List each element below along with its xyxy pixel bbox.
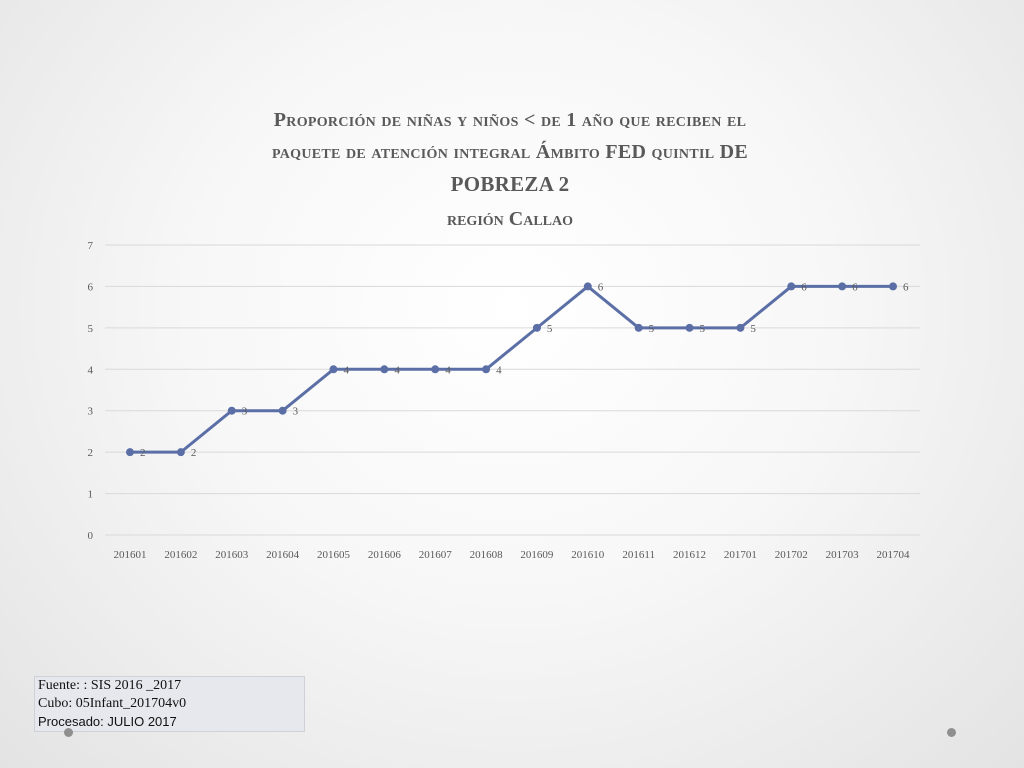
y-tick-label: 5 [88,323,94,335]
data-point [685,323,694,332]
x-tick-label: 201704 [877,549,911,561]
x-tick-label: 201611 [622,549,655,561]
chart-title-line-3: POBREZA 2 [450,172,570,196]
x-tick-label: 201605 [317,549,351,561]
source-line-fuente: Fuente: : SIS 2016 _2017 [38,678,182,693]
data-point [482,365,491,374]
x-tick-label: 201612 [673,549,706,561]
x-tick-label: 201607 [419,549,453,561]
data-point [736,323,745,332]
x-tick-label: 201603 [215,549,249,561]
data-point [838,282,847,291]
data-label: 5 [649,323,655,335]
data-label: 6 [801,281,807,293]
x-tick-label: 201703 [826,549,860,561]
decorative-dot-left [64,728,73,737]
chart-title-line-2: paquete de atención integral Ámbito FED … [271,141,749,163]
data-point [583,282,592,291]
data-point [278,406,287,415]
x-tick-label: 201702 [775,549,808,561]
data-label: 2 [140,447,146,459]
data-point [787,282,796,291]
y-tick-label: 6 [88,281,94,293]
data-label: 4 [394,364,400,376]
y-tick-label: 1 [88,489,94,501]
x-tick-label: 201608 [470,549,504,561]
x-tick-label: 201610 [571,549,605,561]
data-label: 6 [598,281,604,293]
y-tick-label: 0 [88,530,94,542]
data-point [176,448,185,457]
data-label: 4 [445,364,451,376]
data-label: 4 [343,364,349,376]
data-label: 4 [496,364,502,376]
chart-title-line-1: Proporción de niñas y niños < de 1 año q… [273,109,747,131]
data-point [329,365,338,374]
x-tick-label: 201609 [520,549,554,561]
y-tick-label: 7 [88,240,94,252]
data-label: 3 [293,406,299,418]
data-label: 5 [750,323,756,335]
decorative-dot-right [947,728,956,737]
data-point [431,365,440,374]
chart-subtitle: región Callao [446,208,573,230]
y-tick-label: 3 [88,406,94,418]
data-point [126,448,134,457]
y-tick-label: 4 [88,364,94,376]
chart-title: Proporción de niñas y niños < de 1 año q… [150,104,870,234]
x-tick-label: 201701 [724,549,757,561]
data-point [532,323,541,332]
data-point [889,282,897,291]
data-point [634,323,643,332]
x-tick-label: 201604 [266,549,300,561]
data-label: 3 [242,406,248,418]
series-line [130,284,893,454]
data-label: 6 [903,281,909,293]
x-tick-label: 201606 [368,549,402,561]
data-point [227,406,236,415]
data-point [380,365,389,374]
source-line-procesado: Procesado: JULIO 2017 [38,714,177,729]
x-tick-label: 201601 [114,549,147,561]
source-note: Fuente: : SIS 2016 _2017 Cubo: 05Infant_… [34,676,305,732]
data-label: 6 [852,281,858,293]
y-tick-label: 2 [88,447,94,459]
data-label: 5 [547,323,553,335]
data-label: 5 [700,323,706,335]
source-line-cubo: Cubo: 05Infant_201704v0 [38,696,187,711]
data-label: 2 [191,447,197,459]
x-tick-label: 201602 [164,549,197,561]
